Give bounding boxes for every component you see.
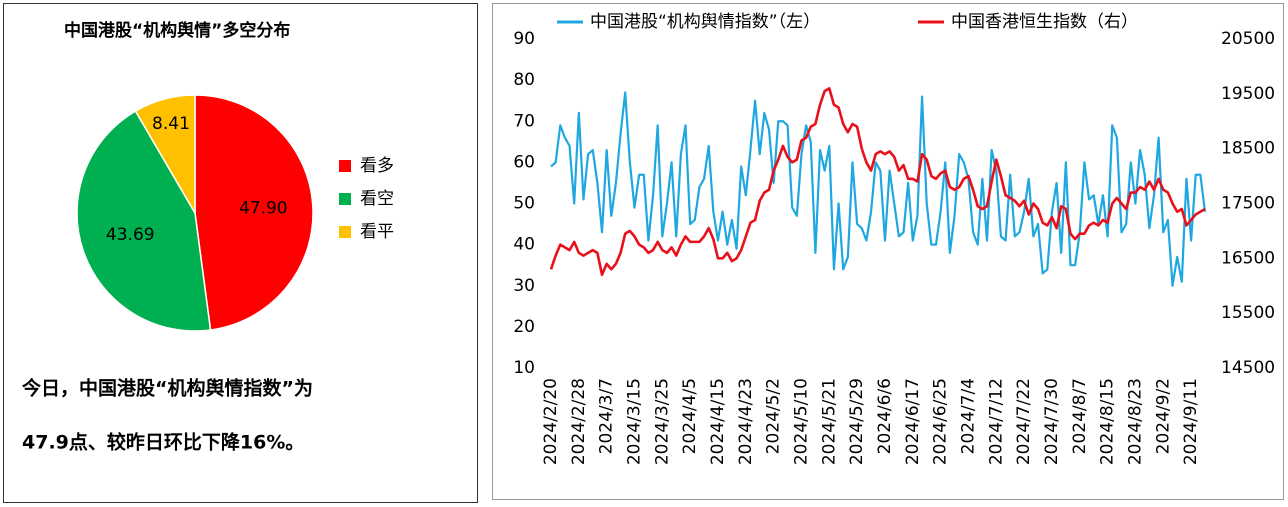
x-tick-label: 2024/3/7 [597, 378, 617, 454]
y2-tick-label: 17500 [1221, 194, 1275, 214]
x-tick-label: 2024/5/29 [847, 378, 867, 465]
series-line [550, 91, 1207, 287]
y-tick-label: 40 [513, 235, 535, 255]
y2-tick-label: 18500 [1221, 139, 1275, 159]
y-tick-label: 20 [513, 317, 535, 337]
x-tick-label: 2024/9/2 [1153, 378, 1173, 454]
x-tick-label: 2024/7/4 [958, 378, 978, 454]
right-panel [492, 3, 1284, 500]
y-tick-label: 50 [513, 194, 535, 214]
x-tick-label: 2024/2/28 [569, 378, 589, 465]
pie-slice [134, 94, 196, 216]
x-tick-label: 2024/8/23 [1125, 378, 1145, 465]
y-tick-label: 30 [513, 276, 535, 296]
pie-slice [76, 110, 212, 332]
x-tick-label: 2024/3/15 [624, 378, 644, 465]
x-tick-label: 2024/6/6 [875, 378, 895, 454]
legend-label: 看平 [360, 222, 394, 242]
y-tick-label: 80 [513, 70, 535, 90]
slice-label: 47.90 [239, 198, 288, 218]
pie-slice [194, 94, 314, 331]
summary-line: 今日，中国港股“机构舆情指数”为 [21, 377, 313, 400]
legend-swatch [339, 226, 351, 238]
x-tick-label: 2024/8/7 [1070, 378, 1090, 454]
legend-swatch [339, 193, 351, 205]
x-tick-label: 2024/5/2 [764, 378, 784, 454]
y2-tick-label: 15500 [1221, 303, 1275, 323]
y-tick-label: 60 [513, 152, 535, 172]
left-panel [3, 3, 478, 503]
x-tick-label: 2024/5/10 [791, 378, 811, 465]
x-tick-label: 2024/7/30 [1042, 378, 1062, 465]
legend-swatch [339, 160, 351, 172]
y-tick-label: 70 [513, 111, 535, 131]
x-tick-label: 2024/9/11 [1181, 378, 1201, 465]
legend-label: 中国香港恒生指数（右） [951, 12, 1138, 32]
legend-label: 看多 [360, 156, 394, 176]
slice-label: 8.41 [152, 114, 190, 134]
x-tick-label: 2024/6/25 [931, 378, 951, 465]
y2-tick-label: 20500 [1221, 29, 1275, 49]
x-tick-label: 2024/8/15 [1098, 378, 1118, 465]
y-tick-label: 10 [513, 358, 535, 378]
summary-line: 47.9点、较昨日环比下降16%。 [22, 431, 304, 454]
x-tick-label: 2024/4/15 [708, 378, 728, 465]
x-tick-label: 2024/2/20 [541, 378, 561, 465]
x-tick-label: 2024/3/25 [652, 378, 672, 465]
pie-title: 中国港股“机构舆情”多空分布 [64, 20, 290, 41]
y2-tick-label: 14500 [1221, 358, 1275, 378]
series-line [549, 87, 1206, 277]
y-tick-label: 90 [513, 29, 535, 49]
x-tick-label: 2024/4/23 [736, 378, 756, 465]
slice-label: 43.69 [106, 225, 155, 245]
legend-label: 中国港股“机构舆情指数”（左） [590, 12, 820, 32]
x-tick-label: 2024/7/22 [1014, 378, 1034, 465]
legend-label: 看空 [360, 189, 394, 209]
x-tick-label: 2024/7/12 [986, 378, 1006, 465]
x-tick-label: 2024/4/5 [680, 378, 700, 454]
x-tick-label: 2024/6/17 [903, 378, 923, 465]
y2-tick-label: 19500 [1221, 84, 1275, 104]
y2-tick-label: 16500 [1221, 248, 1275, 268]
x-tick-label: 2024/5/21 [819, 378, 839, 465]
